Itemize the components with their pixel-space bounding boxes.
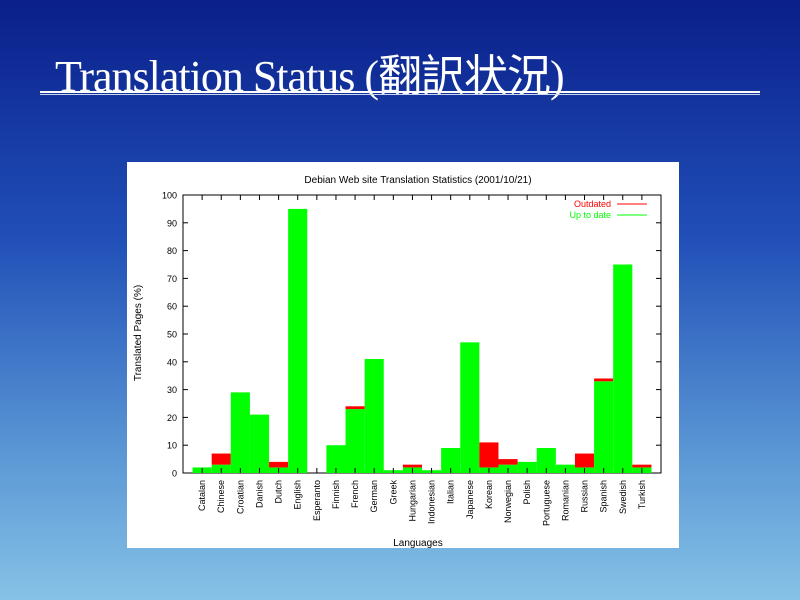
bar-uptodate-swedish — [613, 264, 633, 473]
bar-outdated-russian — [574, 453, 595, 468]
bar-uptodate-english — [288, 208, 308, 473]
y-tick-label: 10 — [167, 441, 177, 451]
x-tick-label: Russian — [580, 480, 590, 513]
y-axis-title: Translated Pages (%) — [133, 285, 144, 381]
x-tick-label: Catalan — [197, 480, 207, 511]
y-tick-label: 50 — [167, 330, 177, 340]
x-axis-title: Languages — [393, 538, 443, 548]
x-tick-label: Indonesian — [427, 480, 437, 524]
x-tick-label: Italian — [446, 480, 456, 504]
bar-outdated-spanish — [594, 378, 614, 382]
y-axis-ticks: 0 10 20 30 40 50 60 70 80 90 100 — [162, 191, 661, 479]
x-tick-label: Korean — [484, 480, 494, 509]
x-tick-label: Danish — [254, 480, 264, 508]
bar-uptodate-german — [364, 359, 384, 473]
x-tick-label: Chinese — [216, 480, 226, 513]
bar-uptodate-french — [345, 409, 365, 473]
legend-label: Up to date — [569, 210, 611, 220]
x-tick-label: Esperanto — [312, 480, 322, 521]
x-tick-label: Finnish — [331, 480, 341, 509]
bar-uptodate-finnish — [326, 445, 346, 473]
legend-label: Outdated — [574, 199, 611, 209]
title-divider — [40, 91, 760, 95]
x-tick-label: Polish — [522, 480, 532, 505]
x-tick-label: Spanish — [599, 480, 609, 513]
bar-outdated-french — [345, 406, 365, 410]
bar-uptodate-spanish — [594, 381, 614, 473]
x-tick-label: Japanese — [465, 480, 475, 519]
bars — [192, 208, 652, 473]
x-tick-label: Croatian — [235, 480, 245, 514]
chart-panel: 0 10 20 30 40 50 60 70 80 90 100 Catalan Chinese Cro… — [127, 162, 679, 548]
x-tick-label: French — [350, 480, 360, 508]
y-tick-label: 0 — [172, 469, 177, 479]
y-tick-label: 40 — [167, 357, 177, 367]
bar-outdated-turkish — [632, 464, 652, 468]
x-tick-label: Greek — [388, 480, 398, 505]
bar-outdated-chinese — [211, 453, 231, 465]
bar-uptodate-italian — [441, 447, 461, 473]
x-tick-label: Romanian — [560, 480, 570, 521]
bar-outdated-norwegian — [498, 459, 518, 465]
x-tick-label: Swedish — [618, 480, 628, 514]
x-tick-label: German — [369, 480, 379, 513]
x-tick-label: Norwegian — [503, 480, 513, 523]
bar-outdated-hungarian — [402, 464, 422, 468]
y-tick-label: 60 — [167, 302, 177, 312]
x-tick-label: Turkish — [637, 480, 647, 509]
y-tick-label: 100 — [162, 191, 177, 201]
bar-uptodate-japanese — [460, 342, 480, 473]
bar-uptodate-portuguese — [536, 447, 556, 473]
y-tick-label: 20 — [167, 413, 177, 423]
x-tick-label: English — [293, 480, 303, 510]
x-axis-labels: Catalan Chinese Croatian Danish Dutch English… — [197, 195, 647, 526]
x-tick-label: Dutch — [274, 480, 284, 504]
y-tick-label: 90 — [167, 218, 177, 228]
x-tick-label: Hungarian — [407, 480, 417, 522]
bar-uptodate-polish — [517, 461, 537, 473]
chart-title: Debian Web site Translation Statistics (… — [304, 175, 531, 186]
bar-outdated-dutch — [269, 461, 289, 468]
x-tick-label: Portuguese — [541, 480, 551, 526]
bar-uptodate-danish — [249, 414, 270, 473]
translation-status-chart: 0 10 20 30 40 50 60 70 80 90 100 Catalan Chinese Cro… — [133, 175, 662, 548]
bar-uptodate-croatian — [230, 392, 250, 473]
y-tick-label: 70 — [167, 274, 177, 284]
y-tick-label: 80 — [167, 246, 177, 256]
y-tick-label: 30 — [167, 385, 177, 395]
bar-outdated-korean — [479, 442, 499, 468]
